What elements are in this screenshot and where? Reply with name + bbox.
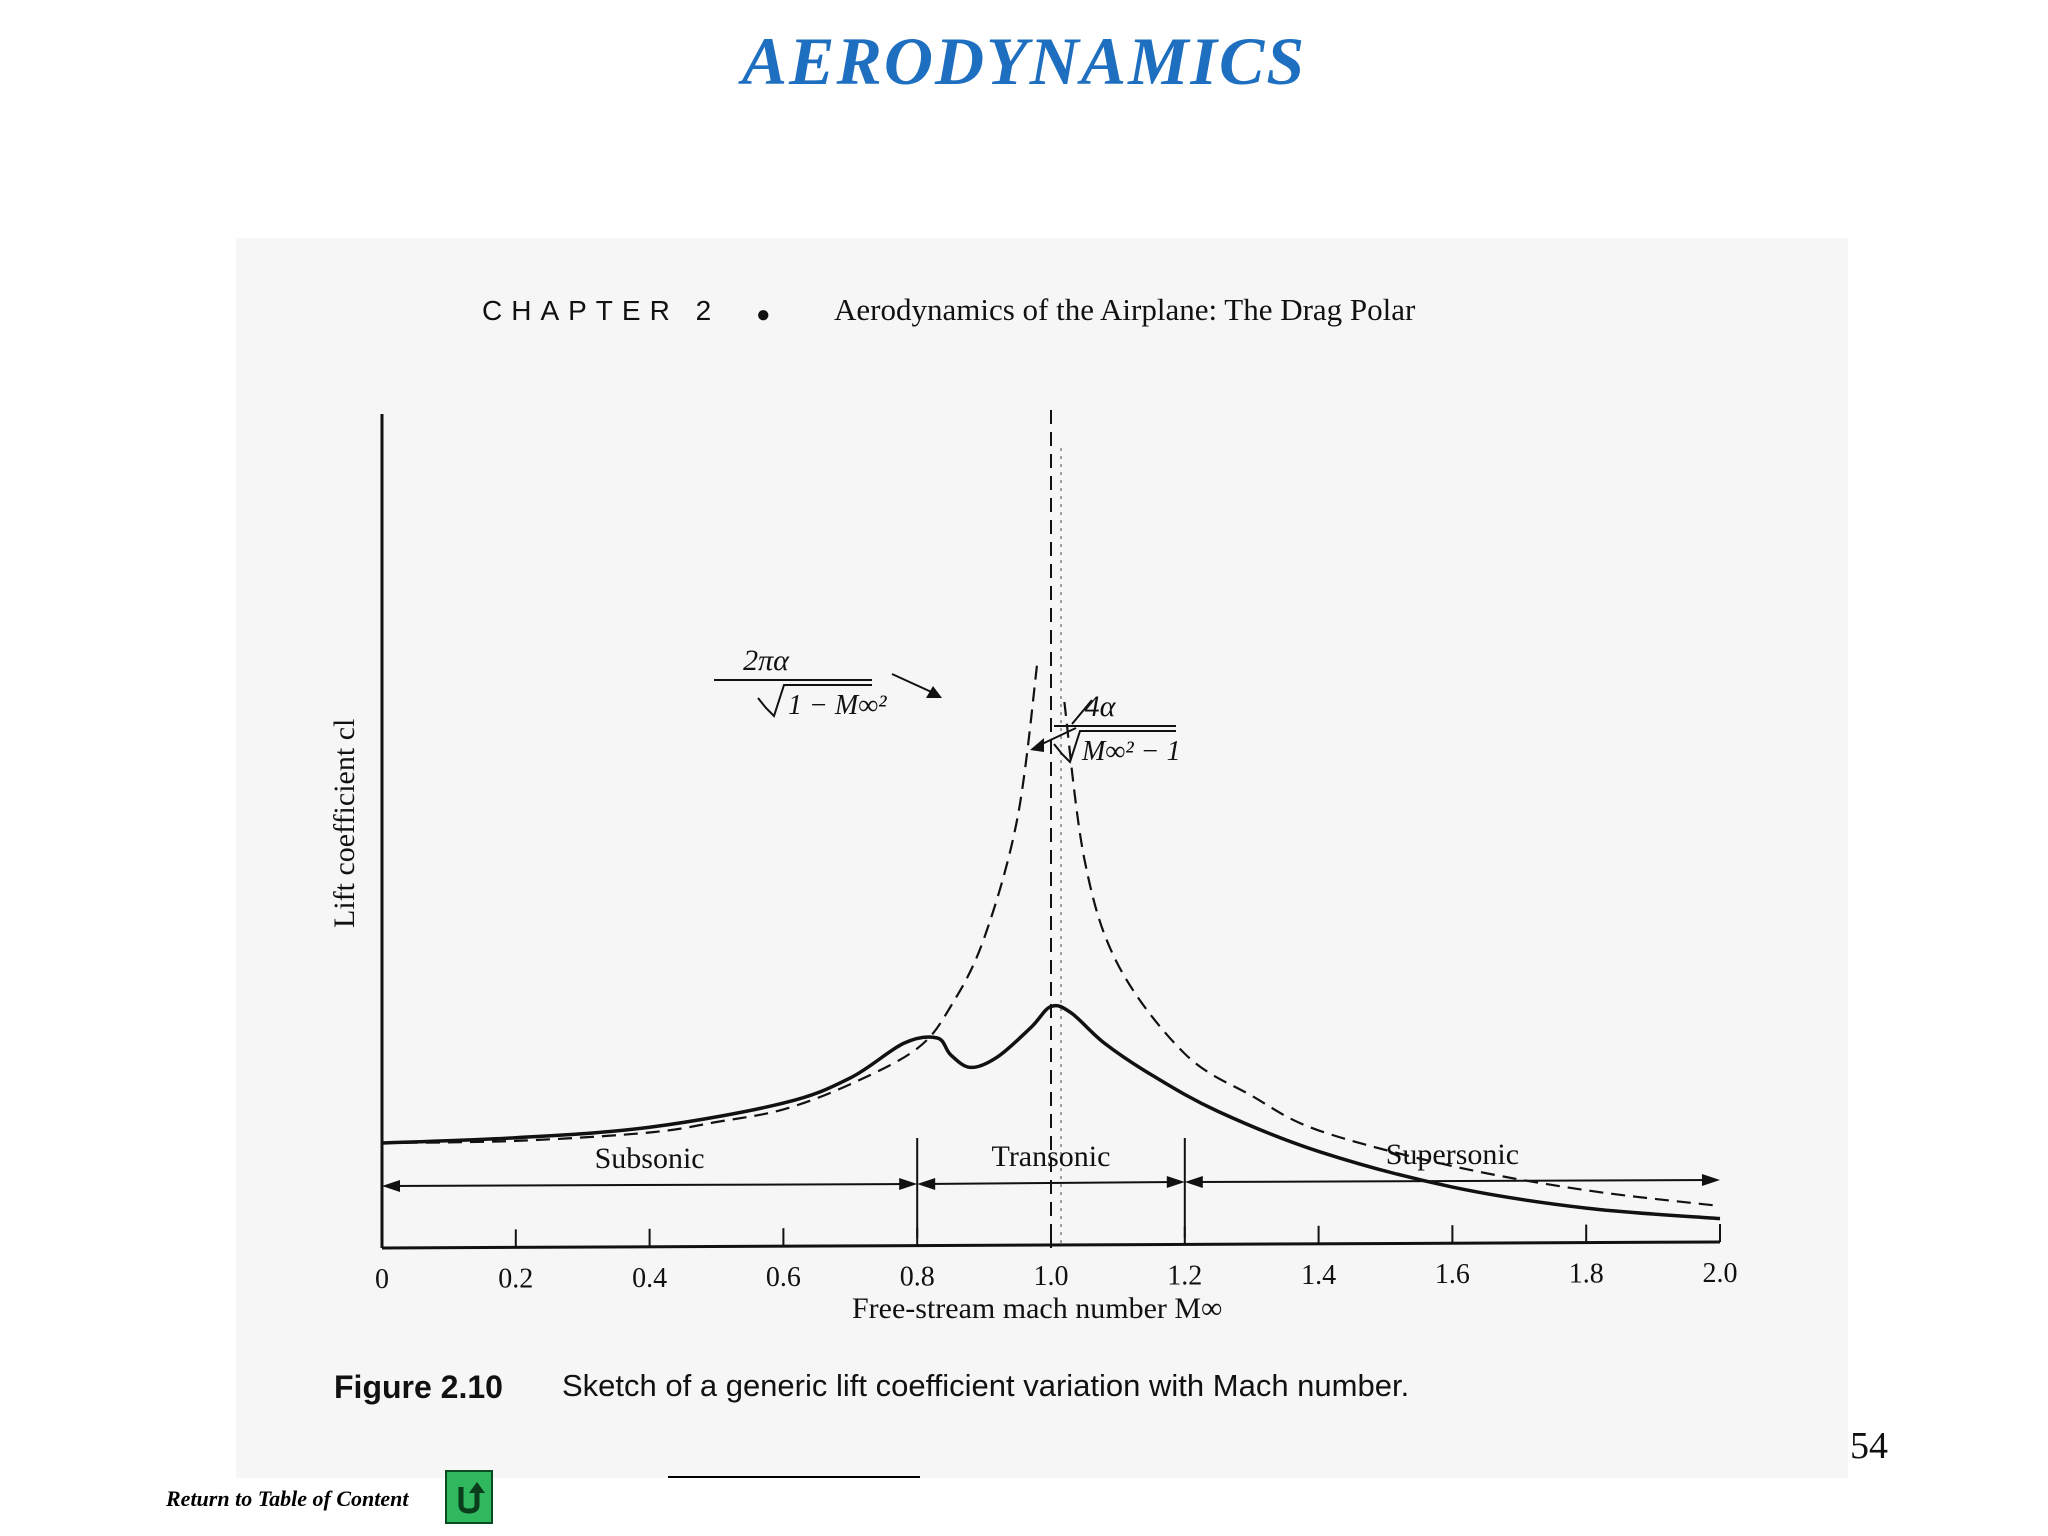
y-axis-label: Lift coefficient cl (328, 719, 361, 928)
actual-lift-curve (381, 1003, 1721, 1221)
chapter-label: CHAPTER 2 (482, 295, 720, 326)
x-tick-label: 0.4 (632, 1263, 667, 1294)
supersonic-arrow-shaft (1041, 727, 1077, 745)
region-span-line (387, 1183, 912, 1187)
x-tick-label: 0.2 (498, 1263, 533, 1294)
slide-title: AERODYNAMICS (741, 23, 1307, 99)
chart-axes (380, 410, 1721, 1250)
x-axis-ticks: 0 0.2 0.4 0.6 0.8 1.0 1.2 1.4 1.6 1.8 2.0 (375, 1224, 1738, 1295)
supersonic-annotation-arrow (1071, 699, 1093, 725)
return-button[interactable] (445, 1470, 493, 1524)
decorative-underline (668, 1476, 920, 1478)
region-span-line (1190, 1179, 1715, 1183)
x-axis-label: Free-stream mach number M∞ (852, 1292, 1222, 1325)
x-tick-label: 1.4 (1301, 1260, 1336, 1291)
region-arrow-left (382, 1180, 400, 1192)
subsonic-sqrt-symbol (757, 684, 872, 718)
page-number: 54 (1850, 1425, 1888, 1467)
region-label: Transonic (992, 1140, 1111, 1173)
return-to-toc-link[interactable]: Return to Table of Content (166, 1486, 409, 1511)
region-arrow-right (899, 1178, 918, 1190)
figure-label: Figure 2.10 (334, 1369, 503, 1405)
supersonic-theory-annotation: 4α M∞² − 1 (1030, 690, 1181, 767)
x-tick-label: 0 (375, 1264, 389, 1295)
region-arrow-left (917, 1178, 936, 1190)
supersonic-formula-denominator: M∞² − 1 (1081, 736, 1181, 767)
x-tick-label: 0.8 (900, 1262, 935, 1293)
subsonic-arrow-head (926, 686, 942, 698)
subsonic-theory-annotation: 2πα 1 − M∞² (714, 644, 942, 721)
subsonic-formula-numerator: 2πα (743, 644, 790, 677)
region-arrow-left (1184, 1176, 1203, 1188)
chapter-title: Aerodynamics of the Airplane: The Drag P… (834, 292, 1416, 327)
supersonic-sqrt-symbol (1053, 730, 1176, 764)
region-label: Supersonic (1386, 1138, 1519, 1171)
supersonic-arrow-head (1030, 738, 1044, 752)
x-tick-label: 2.0 (1703, 1258, 1738, 1289)
chapter-bullet: ● (756, 302, 771, 328)
region-span-line (923, 1181, 1179, 1185)
x-tick-label: 1.2 (1167, 1260, 1202, 1291)
x-tick-label: 1.6 (1435, 1259, 1470, 1290)
chart-series (381, 659, 1721, 1221)
return-arrow-icon (458, 1482, 485, 1514)
supersonic-formula-numerator: 4α (1085, 690, 1117, 723)
subsonic-formula-denominator: 1 − M∞² (788, 690, 887, 721)
region-arrow-right (1166, 1176, 1185, 1188)
theory-dashed-curve (1063, 701, 1721, 1208)
lift-coefficient-chart: CHAPTER 2 ● Aerodynamics of the Airplane… (328, 292, 1738, 1405)
region-label: Subsonic (595, 1142, 705, 1175)
mach-regions: Subsonic Transonic Supersonic (382, 1138, 1720, 1238)
x-tick-label: 1.0 (1034, 1261, 1069, 1292)
x-tick-label: 0.6 (766, 1262, 801, 1293)
region-arrow-right (1702, 1174, 1720, 1186)
textbook-page-scan: CHAPTER 2 ● Aerodynamics of the Airplane… (236, 238, 1848, 1478)
figure-caption: Sketch of a generic lift coefficient var… (562, 1368, 1409, 1403)
theory-dashed-curve (381, 659, 1039, 1145)
x-tick-label: 1.8 (1569, 1259, 1604, 1290)
